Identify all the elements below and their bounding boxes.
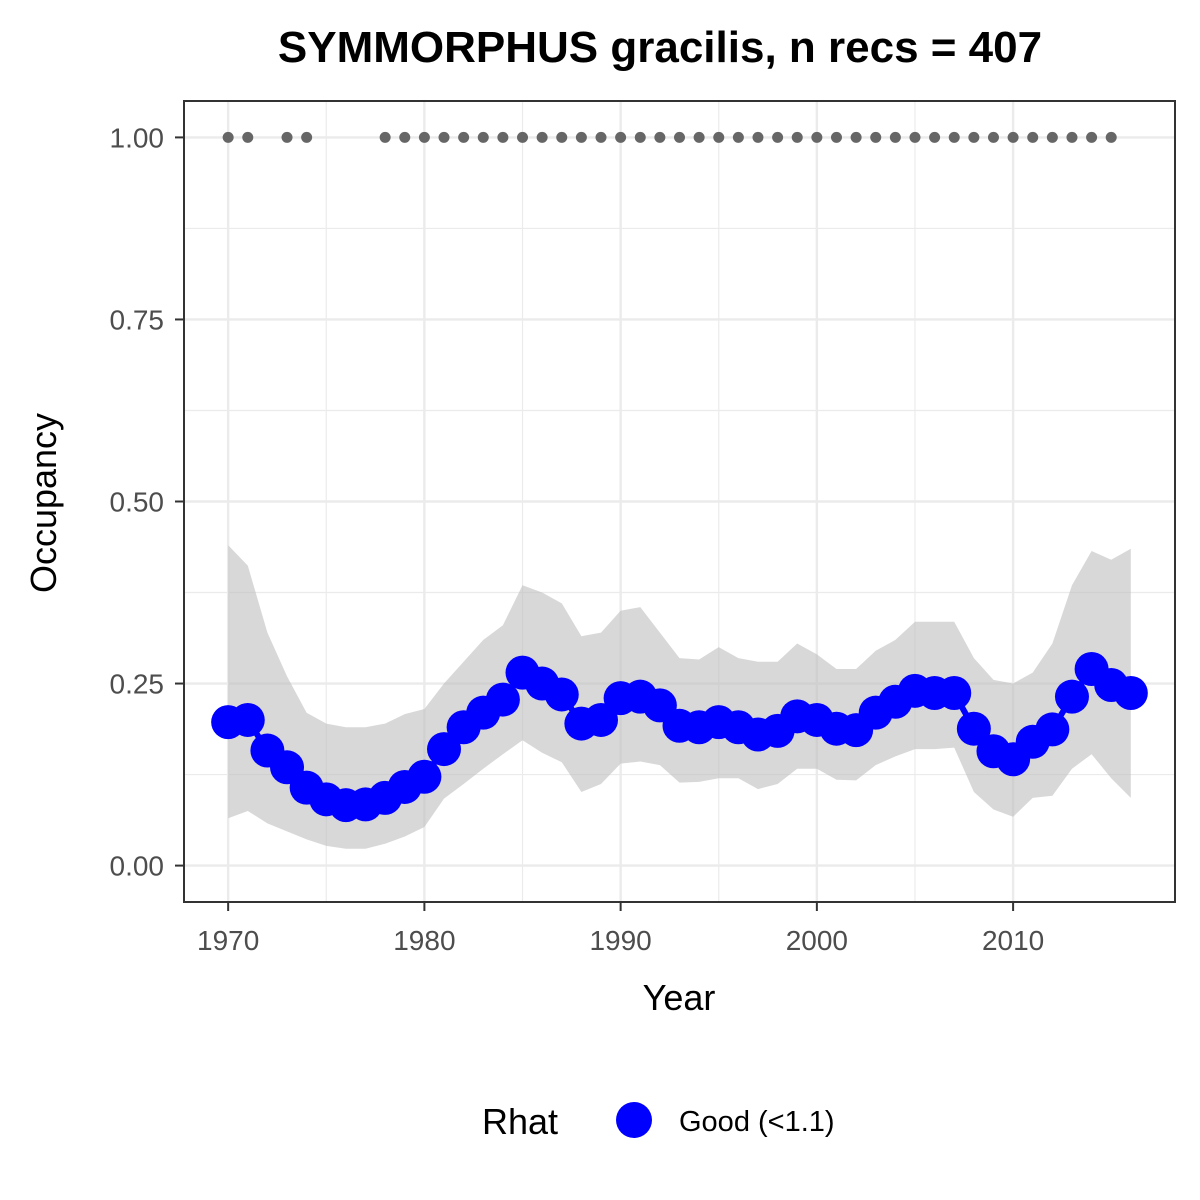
record-dot (850, 131, 862, 143)
record-dot (1027, 131, 1039, 143)
record-dot (281, 131, 293, 143)
record-dot (1007, 131, 1019, 143)
occupancy-point (1113, 676, 1148, 711)
record-dot (870, 131, 882, 143)
x-axis: 1970 1980 1990 2000 2010 (197, 902, 1044, 956)
record-dot (1105, 131, 1117, 143)
occupancy-point (1035, 712, 1070, 747)
record-dot (379, 131, 391, 143)
record-dot (1086, 131, 1098, 143)
y-tick-label: 0.00 (110, 851, 165, 882)
record-dot (811, 131, 823, 143)
record-dot (693, 131, 705, 143)
x-axis-title: Year (643, 977, 716, 1018)
record-dot (929, 131, 941, 143)
record-dot (1046, 131, 1058, 143)
record-dot (418, 131, 430, 143)
y-tick-label: 0.75 (110, 304, 165, 335)
record-dot (948, 131, 960, 143)
record-dot (438, 131, 450, 143)
record-dot (634, 131, 646, 143)
occupancy-point (544, 677, 579, 712)
record-dot (615, 131, 627, 143)
record-dot (987, 131, 999, 143)
record-dot (732, 131, 744, 143)
record-dot (575, 131, 587, 143)
y-tick-label: 0.25 (110, 669, 165, 700)
record-dot (909, 131, 921, 143)
record-dot (399, 131, 411, 143)
record-dot (222, 131, 234, 143)
record-dot (458, 131, 470, 143)
occupancy-point (937, 676, 972, 711)
x-tick-label: 1990 (589, 925, 651, 956)
record-dot (752, 131, 764, 143)
record-dot (674, 131, 685, 143)
record-dot (536, 131, 548, 143)
record-dot (889, 131, 901, 143)
record-dot (517, 131, 529, 143)
y-tick-label: 1.00 (110, 122, 165, 153)
confidence-ribbon (228, 545, 1131, 849)
record-dot (654, 131, 666, 143)
occupancy-point (956, 711, 991, 746)
record-dot (477, 131, 489, 143)
occupancy-point (427, 732, 462, 767)
occupancy-point (485, 682, 520, 717)
legend: Rhat Good (<1.1) (482, 1101, 835, 1142)
record-dot (772, 131, 784, 143)
record-dot (1066, 131, 1078, 143)
y-axis: 0.00 0.25 0.50 0.75 1.00 (110, 122, 184, 882)
occupancy-point (230, 702, 265, 737)
occupancy-point (584, 702, 619, 737)
occupancy-point (1054, 679, 1089, 714)
occupancy-point (407, 759, 442, 794)
record-dot (713, 131, 725, 143)
record-dot (968, 131, 980, 143)
x-tick-label: 1970 (197, 925, 259, 956)
record-dot (242, 131, 254, 143)
y-axis-title: Occupancy (23, 413, 64, 593)
x-tick-label: 1980 (393, 925, 455, 956)
x-tick-label: 2000 (786, 925, 848, 956)
record-dot (556, 131, 568, 143)
record-dot (830, 131, 842, 143)
legend-title: Rhat (482, 1101, 558, 1142)
record-dot (791, 131, 803, 143)
occupancy-points (211, 651, 1148, 823)
record-year-dots (222, 131, 1117, 143)
record-dot (301, 131, 313, 143)
x-tick-label: 2010 (982, 925, 1044, 956)
chart-title: SYMMORPHUS gracilis, n recs = 407 (278, 23, 1042, 72)
record-dot (595, 131, 607, 143)
y-tick-label: 0.50 (110, 487, 165, 518)
legend-label: Good (<1.1) (679, 1106, 835, 1138)
record-dot (497, 131, 509, 143)
legend-swatch (616, 1102, 652, 1138)
